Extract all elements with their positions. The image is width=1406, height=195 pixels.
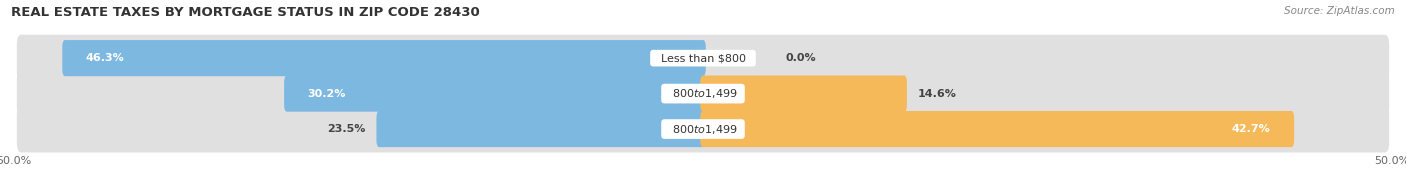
Text: 42.7%: 42.7% [1232, 124, 1271, 134]
FancyBboxPatch shape [284, 75, 706, 112]
FancyBboxPatch shape [377, 111, 706, 147]
FancyBboxPatch shape [700, 111, 1294, 147]
Text: Source: ZipAtlas.com: Source: ZipAtlas.com [1284, 6, 1395, 16]
Text: REAL ESTATE TAXES BY MORTGAGE STATUS IN ZIP CODE 28430: REAL ESTATE TAXES BY MORTGAGE STATUS IN … [11, 6, 479, 19]
FancyBboxPatch shape [17, 106, 1389, 152]
Text: 23.5%: 23.5% [328, 124, 366, 134]
Text: 30.2%: 30.2% [308, 89, 346, 99]
FancyBboxPatch shape [17, 70, 1389, 117]
FancyBboxPatch shape [62, 40, 706, 76]
Text: 46.3%: 46.3% [86, 53, 125, 63]
Text: Less than $800: Less than $800 [654, 53, 752, 63]
Text: 0.0%: 0.0% [786, 53, 817, 63]
Text: $800 to $1,499: $800 to $1,499 [665, 87, 741, 100]
FancyBboxPatch shape [700, 75, 907, 112]
FancyBboxPatch shape [17, 35, 1389, 82]
Text: 14.6%: 14.6% [918, 89, 957, 99]
Text: $800 to $1,499: $800 to $1,499 [665, 122, 741, 136]
